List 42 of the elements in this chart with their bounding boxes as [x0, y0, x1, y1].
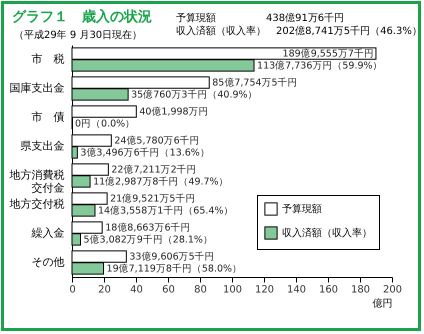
annotation: 19億7,119万8千円（58.0%） [106, 262, 242, 274]
text: 収入済額（収入率） 202億8,741万5千円（46.3%） [176, 26, 422, 37]
annotation: 21億9,521万5千円 [110, 192, 196, 205]
y-tick-label: 市 債 [32, 110, 64, 124]
annotation: 22億7,211万2千円 [111, 164, 197, 176]
annotation: 24億5,780万6千円 [114, 134, 200, 147]
y-tick-label: 繰入金 [30, 226, 64, 240]
x-tick-label: 160 [318, 284, 338, 296]
x-tick-label: 60 [162, 284, 175, 296]
x-tick-label: 100 [222, 284, 242, 296]
y-tick-label: 県支出金 [20, 140, 64, 152]
annotation: 85億7,754万5千円 [212, 76, 298, 89]
y-tick-label: 地方交付税 [8, 198, 64, 210]
annotation: 0円（0.0%） [75, 118, 136, 130]
x-tick-label: 140 [286, 284, 306, 296]
text: 予算現額 438億91万6千円 [176, 13, 344, 24]
annotation: 33億9,606万5千円 [129, 250, 215, 263]
annotation: 113億7,736万円（59.9%） [257, 59, 383, 72]
y-tick-label: 市 税 [32, 52, 64, 66]
legend-label: 収入済額（収入率） [282, 227, 372, 239]
x-tick-label: 20 [98, 284, 111, 296]
annotation: 5億3,082万9千円（28.1%） [83, 233, 213, 246]
y-tick-label: 国庫支出金 [10, 82, 64, 94]
annotation: 18億8,663万6千円 [105, 222, 191, 234]
y-tick-label: 地方消費税交付金 [8, 168, 64, 194]
annotation: 35億760万3千円（40.9%） [131, 88, 258, 100]
x-tick-label: 200 [382, 284, 402, 296]
x-tick-label: 40 [130, 284, 143, 296]
annotation: 11億2,987万8千円（49.7%） [93, 175, 229, 188]
x-tick-label: 80 [194, 284, 207, 296]
annotation: 189億9,555万7千円 [282, 48, 374, 60]
x-tick-label: 180 [350, 284, 370, 296]
y-tick-label: その他 [32, 256, 64, 268]
annotation: 40億1,998万円 [139, 106, 209, 118]
x-tick-label: 120 [254, 284, 274, 296]
annotation: 3億3,496万6千円（13.6%） [80, 146, 210, 158]
x-tick-label: 0 [69, 284, 76, 296]
chart-subtitle: （平成29年 9 月30日現在） [14, 28, 142, 42]
x-axis-title: 億円 [372, 298, 392, 310]
annotation: 14億3,558万1千円（65.4%） [98, 204, 234, 216]
chart-title: グラフ１ 歳入の状況 [12, 8, 152, 26]
legend-label: 予算現額 [282, 203, 322, 215]
